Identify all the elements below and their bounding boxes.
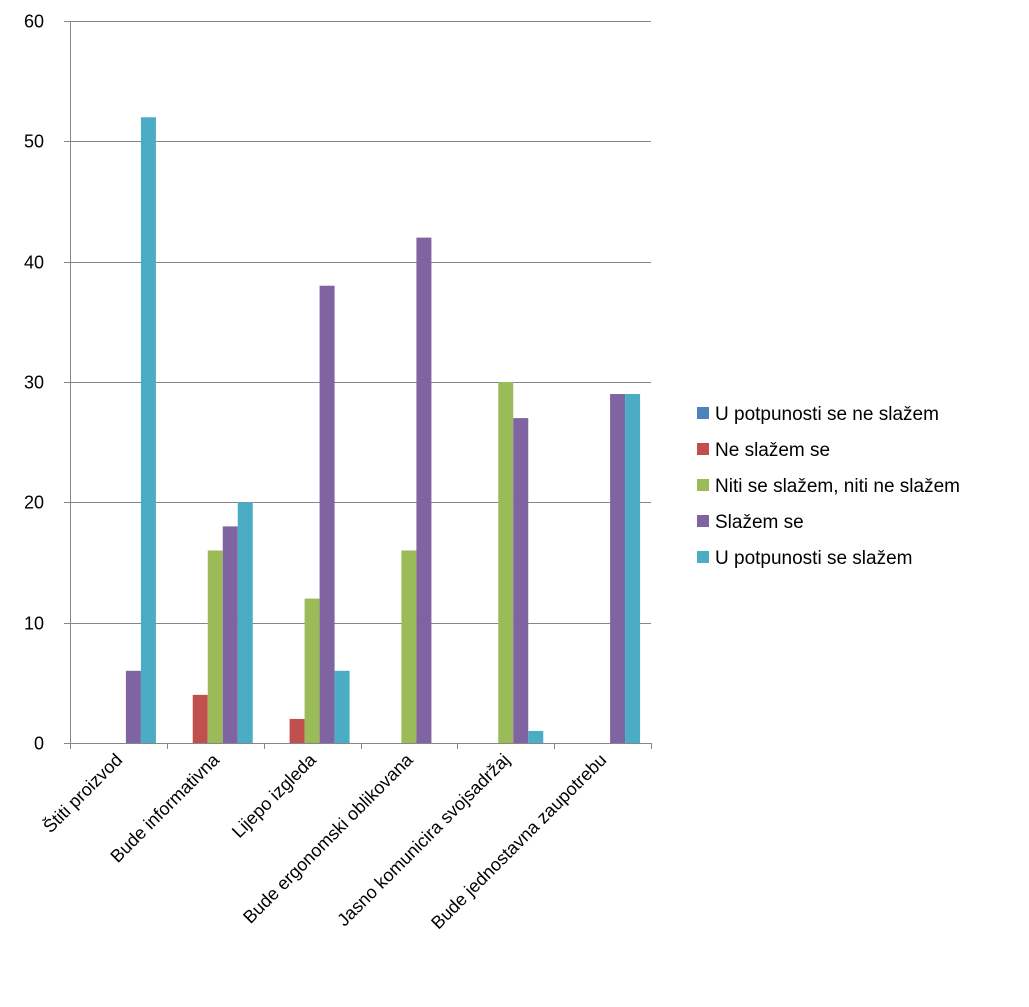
y-tick-label: 0 <box>34 734 44 754</box>
y-tick-label: 10 <box>24 614 44 634</box>
bar <box>334 670 350 743</box>
bar <box>192 694 208 743</box>
bar <box>125 670 141 743</box>
y-axis-tick-labels: 0 10 20 30 40 50 60 <box>24 12 44 754</box>
legend-swatch <box>697 515 709 527</box>
x-category-label: Lijepo izgleda <box>228 749 321 842</box>
legend-label: Niti se slažem, niti ne slažem <box>715 476 960 497</box>
legend-swatch <box>697 443 709 455</box>
bar <box>513 418 529 743</box>
bar <box>625 394 641 743</box>
x-category-label: Bude ergonomski oblikovana <box>239 749 417 927</box>
legend: U potpunosti se ne slažem Ne slažem se Nit… <box>697 404 960 569</box>
bar <box>222 526 238 743</box>
x-category-label: Jasno komunicira svojsadržaj <box>333 750 513 930</box>
bar <box>304 598 320 743</box>
legend-label: Ne slažem se <box>715 440 830 461</box>
legend-label: U potpunosti se slažem <box>715 548 913 569</box>
bars <box>125 117 641 743</box>
legend-label: Slažem se <box>715 512 804 533</box>
bar <box>416 237 432 743</box>
legend-label: U potpunosti se ne slažem <box>715 404 939 425</box>
axes <box>64 21 652 749</box>
bar <box>207 550 223 743</box>
y-tick-label: 20 <box>24 493 44 513</box>
y-tick-label: 60 <box>24 12 44 32</box>
y-tick-label: 50 <box>24 132 44 152</box>
y-tick-label: 30 <box>24 373 44 393</box>
bar <box>140 117 156 743</box>
bar <box>289 718 305 743</box>
legend-swatch <box>697 407 709 419</box>
x-category-label: Štiti proizvod <box>39 749 127 837</box>
bar <box>528 730 544 743</box>
bar <box>319 285 335 743</box>
x-category-label: Bude informativna <box>106 749 223 866</box>
bar <box>401 550 417 743</box>
x-category-label: Bude jednostavna zaupotrebu <box>427 750 610 933</box>
gridlines <box>70 21 651 624</box>
bar <box>237 502 253 743</box>
bar <box>610 394 626 743</box>
y-tick-label: 40 <box>24 253 44 273</box>
bar <box>498 382 514 743</box>
legend-swatch <box>697 551 709 563</box>
legend-swatch <box>697 479 709 491</box>
